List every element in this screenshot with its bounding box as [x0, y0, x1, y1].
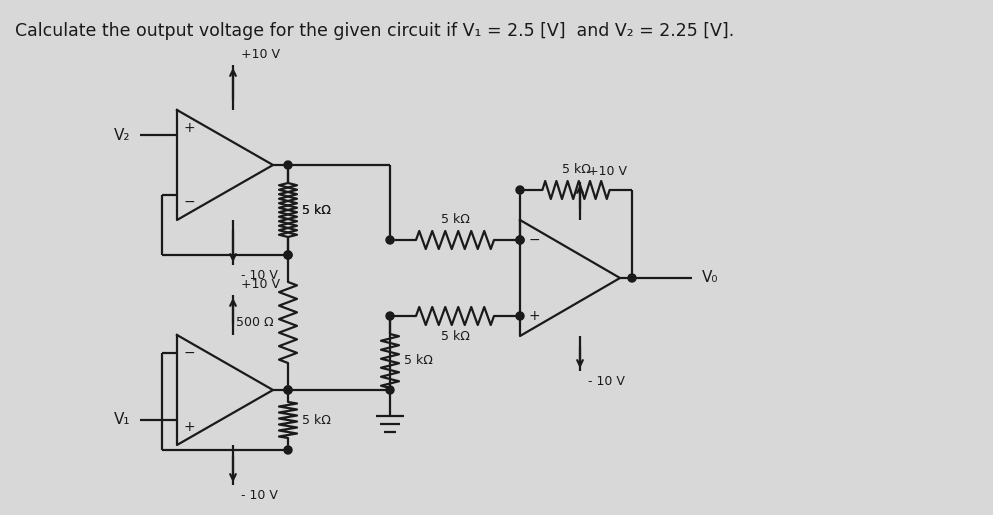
Text: 5 kΩ: 5 kΩ — [302, 203, 331, 216]
Circle shape — [516, 236, 524, 244]
Text: - 10 V: - 10 V — [241, 269, 278, 282]
Text: V₁: V₁ — [113, 413, 130, 427]
Circle shape — [386, 236, 394, 244]
Circle shape — [628, 274, 636, 282]
Text: 5 kΩ: 5 kΩ — [441, 213, 470, 226]
Circle shape — [284, 386, 292, 394]
Text: +: + — [183, 420, 195, 434]
Text: 5 kΩ: 5 kΩ — [441, 330, 470, 343]
Text: +: + — [528, 309, 540, 323]
Circle shape — [386, 386, 394, 394]
Text: +10 V: +10 V — [241, 278, 280, 291]
Circle shape — [284, 386, 292, 394]
Text: 5 kΩ: 5 kΩ — [302, 203, 331, 216]
Text: Calculate the output voltage for the given circuit if V₁ = 2.5 [V]  and V₂ = 2.2: Calculate the output voltage for the giv… — [15, 22, 734, 40]
Text: - 10 V: - 10 V — [588, 375, 625, 388]
Text: 5 kΩ: 5 kΩ — [562, 163, 591, 176]
Circle shape — [284, 251, 292, 259]
Text: 5 kΩ: 5 kΩ — [302, 414, 331, 426]
Circle shape — [284, 446, 292, 454]
Circle shape — [516, 186, 524, 194]
Text: - 10 V: - 10 V — [241, 489, 278, 502]
Circle shape — [516, 236, 524, 244]
Text: +10 V: +10 V — [241, 48, 280, 61]
Text: +: + — [183, 121, 195, 135]
Text: V₂: V₂ — [113, 128, 130, 143]
Text: 500 Ω: 500 Ω — [236, 316, 274, 329]
Text: 5 kΩ: 5 kΩ — [404, 354, 433, 368]
Circle shape — [284, 161, 292, 169]
Circle shape — [516, 312, 524, 320]
Circle shape — [386, 312, 394, 320]
Text: V₀: V₀ — [702, 270, 719, 285]
Text: +10 V: +10 V — [588, 165, 627, 178]
Text: −: − — [528, 233, 540, 247]
Text: −: − — [183, 346, 195, 360]
Text: −: − — [183, 195, 195, 209]
Circle shape — [284, 251, 292, 259]
